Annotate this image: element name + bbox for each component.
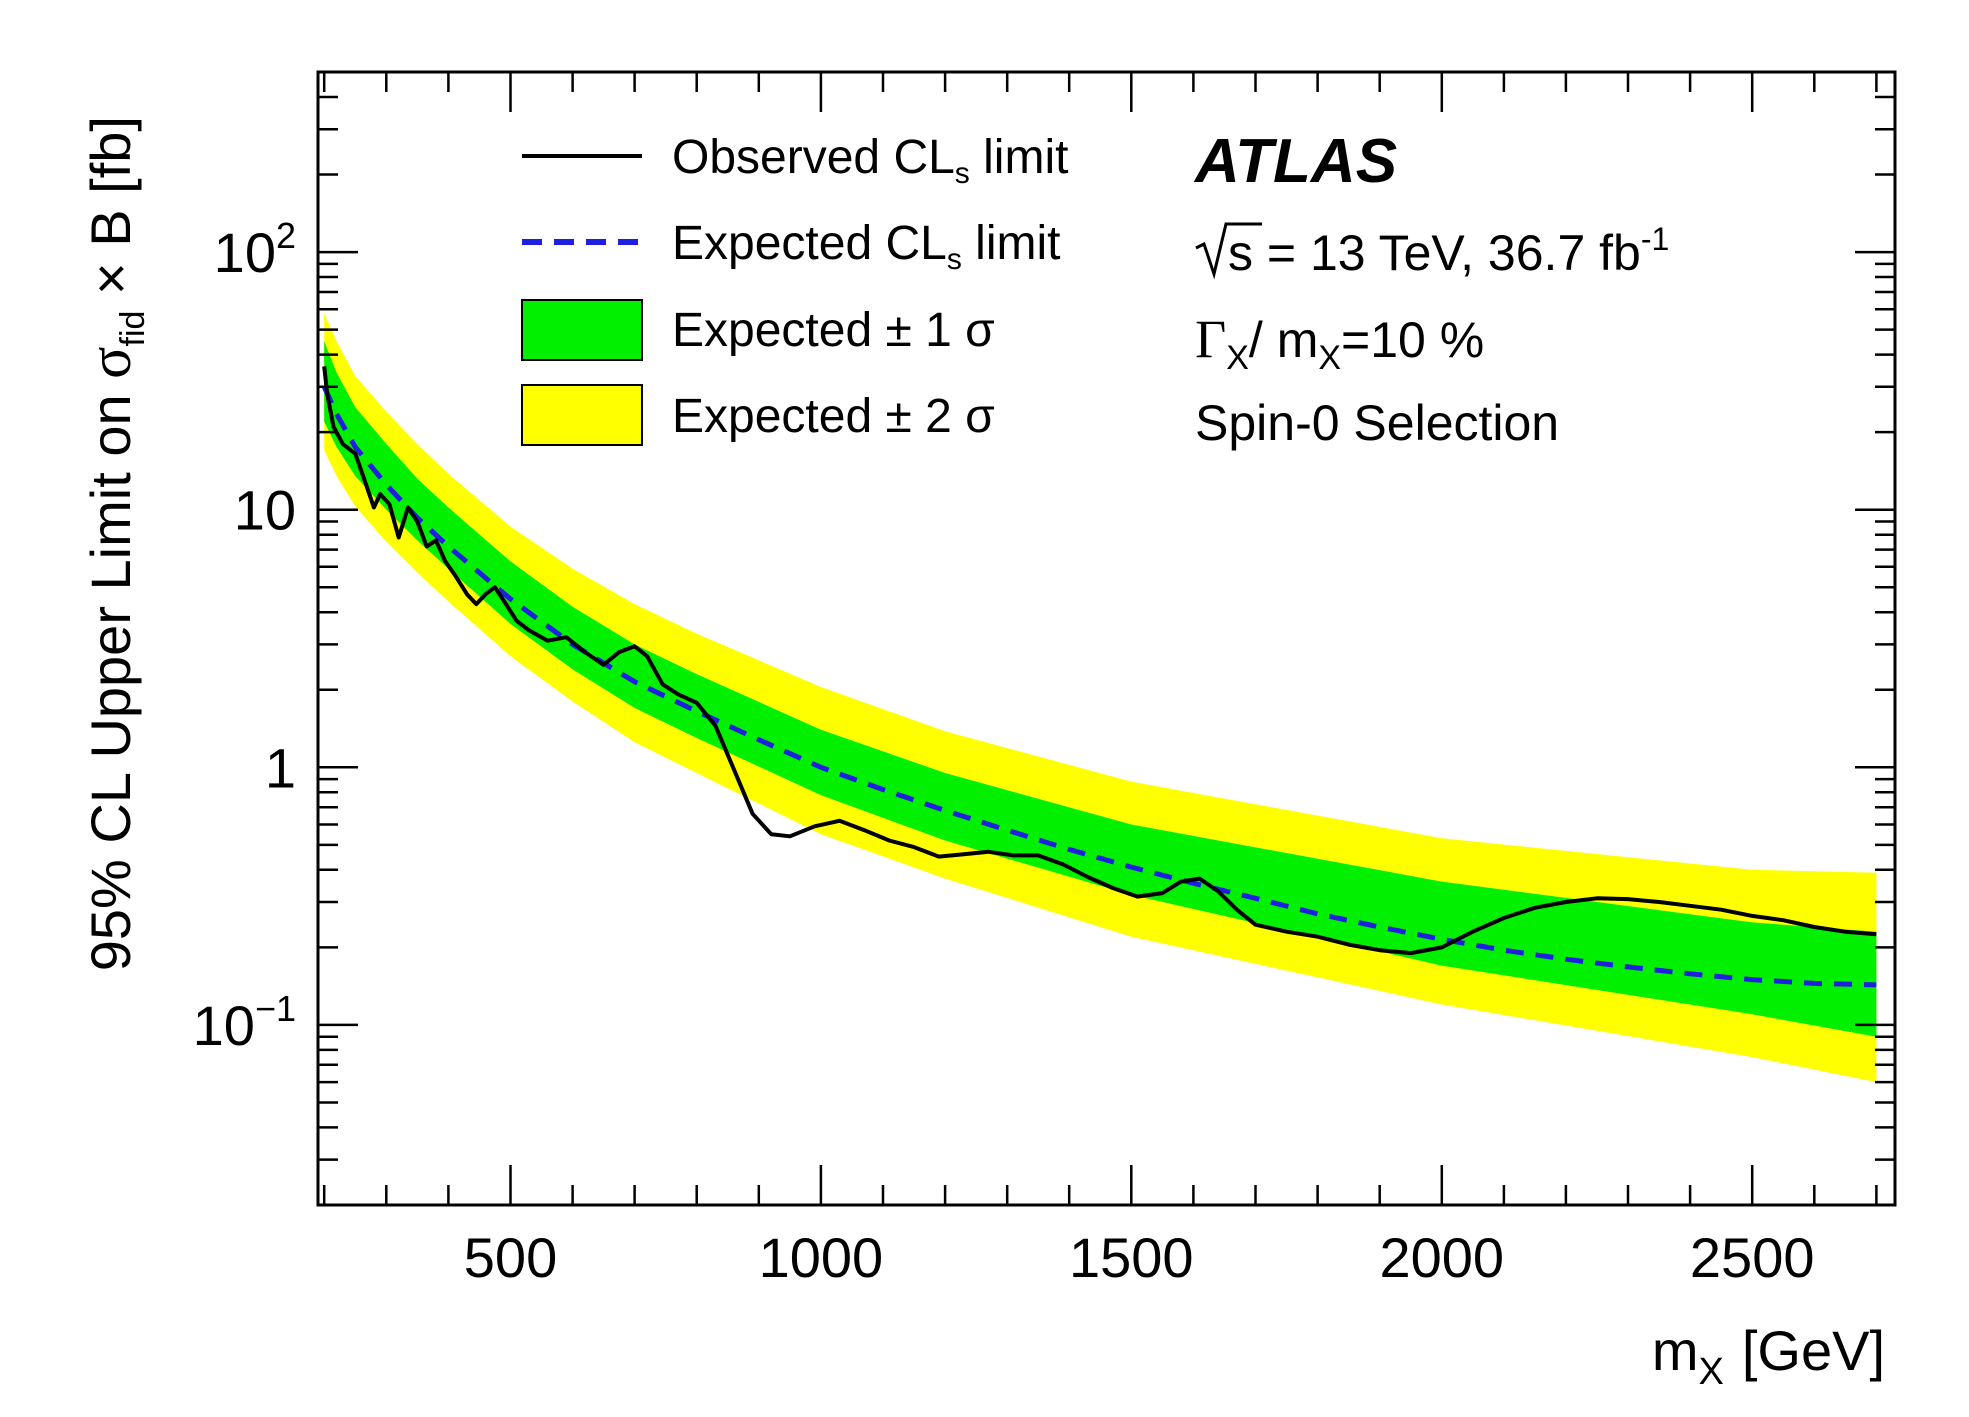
x-tick-label: 2000 <box>1380 1226 1505 1289</box>
legend-one-sigma-swatch <box>521 299 643 361</box>
x-tick-label: 1500 <box>1069 1226 1194 1289</box>
y-tick-label-exp: −1 <box>255 988 296 1029</box>
legend-observed-text: Observed CL <box>672 131 955 184</box>
legend-observed-label: Observed CLs limit <box>672 131 1068 190</box>
legend-expected-label: Expected CLs limit <box>672 217 1060 276</box>
y-axis-title-suffix: × B [fb] <box>79 116 142 311</box>
y-tick-label: 10−1 <box>193 988 296 1057</box>
x-tick-label: 500 <box>464 1226 557 1289</box>
sqrt-icon <box>1195 222 1262 280</box>
width-sub1: X <box>1226 339 1249 377</box>
bands-layer <box>324 313 1877 1083</box>
width-mid: / m <box>1249 312 1318 368</box>
energy-text-sup: -1 <box>1641 221 1669 257</box>
selection-annotation: Spin-0 Selection <box>1195 395 1559 451</box>
y-tick-label-base: 10 <box>214 221 276 284</box>
energy-text-main: s = 13 TeV, 36.7 fb <box>1228 225 1641 281</box>
y-axis-title-prefix: 95% CL Upper Limit on <box>79 379 142 971</box>
y-tick-label: 102 <box>214 215 296 284</box>
x-axis-title: mX [GeV] <box>1652 1319 1885 1393</box>
legend-expected-sub: s <box>947 243 962 276</box>
legend-one-sigma-label: Expected ± 1 σ <box>672 304 995 357</box>
lines-layer <box>321 366 1877 988</box>
x-axis-title-m: m <box>1652 1319 1699 1382</box>
y-tick-label-base: 10 <box>234 479 296 542</box>
width-tail: =10 % <box>1341 312 1484 368</box>
legend: Observed CLs limit Expected CLs limit Ex… <box>521 131 1068 446</box>
x-axis-title-sub: X <box>1698 1351 1723 1393</box>
y-axis-title-sub: fid <box>114 311 152 347</box>
y-axis-title: 95% CL Upper Limit on σfid × B [fb] <box>77 116 152 971</box>
x-tick-label: 1000 <box>759 1226 884 1289</box>
legend-two-sigma-swatch <box>521 384 643 446</box>
plot-frame <box>316 70 1897 1207</box>
energy-text: s = 13 TeV, 36.7 fb-1 <box>1228 221 1669 281</box>
observed-limit-line <box>322 366 1877 956</box>
x-tick-label: 2500 <box>1690 1226 1815 1289</box>
energy-annotation: s = 13 TeV, 36.7 fb-1 <box>1195 221 1669 281</box>
legend-two-sigma-label: Expected ± 2 σ <box>672 390 995 443</box>
y-tick-label: 10 <box>234 479 296 542</box>
expected-limit-line <box>321 385 1877 988</box>
y-axis-title-sigma: σ <box>77 346 143 378</box>
y-tick-label-exp: 2 <box>276 215 296 256</box>
width-gamma: Γ <box>1195 309 1226 369</box>
legend-observed-tail: limit <box>970 131 1069 184</box>
y-tick-label-base: 1 <box>265 736 296 799</box>
y-tick-label-base: 10 <box>193 994 255 1057</box>
y-tick-label: 1 <box>265 736 296 799</box>
width-sub2: X <box>1318 339 1341 377</box>
legend-expected-tail: limit <box>962 217 1061 270</box>
width-annotation: ΓX/ mX=10 % <box>1195 309 1484 377</box>
legend-observed-sub: s <box>955 157 970 190</box>
legend-expected-text: Expected CL <box>672 217 947 270</box>
x-axis-title-unit: [GeV] <box>1742 1319 1885 1382</box>
atlas-label: ATLAS <box>1193 127 1397 196</box>
one-sigma-band <box>324 341 1877 1037</box>
